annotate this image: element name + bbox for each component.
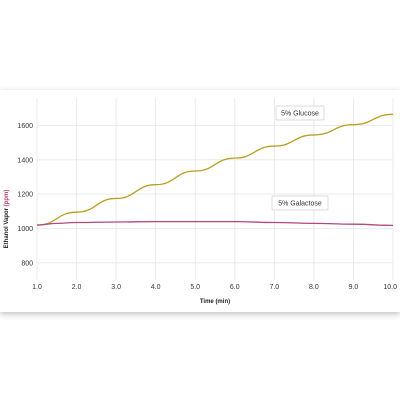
x-tick-label: 2.0 xyxy=(72,284,82,291)
series-label-box: 5% Glucose xyxy=(275,105,325,121)
series-lines xyxy=(36,113,394,227)
x-tick-label: 5.0 xyxy=(190,284,200,291)
grid xyxy=(36,98,394,280)
y-tick-label: 800 xyxy=(21,260,33,267)
y-tick-label: 1200 xyxy=(17,192,33,199)
y-tick-label: 1400 xyxy=(17,157,33,164)
y-axis-title-unit: (ppm) xyxy=(4,190,10,208)
x-tick-label: 7.0 xyxy=(269,284,279,291)
series-label-box: 5% Galactose xyxy=(271,195,329,211)
chart-card: 800 1000 1200 1400 1600 1.0 2.0 3.0 4.0 5.0 6.0 7.… xyxy=(0,90,400,312)
y-tick-label: 1600 xyxy=(17,123,33,130)
x-tick-label: 1.0 xyxy=(32,284,42,291)
x-tick-label: 9.0 xyxy=(349,284,359,291)
series-labels: 5% Glucose 5% Galactose xyxy=(271,105,329,211)
label-box-frame xyxy=(275,105,325,121)
label-box-frame xyxy=(271,195,329,211)
y-axis-title-main: Ethanol Vapor xyxy=(4,207,10,248)
series-line-0 xyxy=(36,113,394,226)
x-tick-label: 8.0 xyxy=(309,284,319,291)
series-label-text: 5% Galactose xyxy=(278,201,322,208)
series-label-text: 5% Glucose xyxy=(281,111,319,118)
x-tick-label: 6.0 xyxy=(230,284,240,291)
x-tick-label: 10.0 xyxy=(383,284,397,291)
x-axis-ticks: 1.0 2.0 3.0 4.0 5.0 6.0 7.0 8.0 9.0 10.0 xyxy=(32,284,397,291)
line-chart: 800 1000 1200 1400 1600 1.0 2.0 3.0 4.0 5.0 6.0 7.… xyxy=(4,98,397,305)
series-line-1 xyxy=(36,220,394,227)
x-axis-title: Time (min) xyxy=(200,299,230,305)
y-axis-title: Ethanol Vapor (ppm) xyxy=(4,190,10,249)
y-axis-ticks: 800 1000 1200 1400 1600 xyxy=(17,123,33,267)
x-tick-label: 3.0 xyxy=(111,284,121,291)
x-tick-label: 4.0 xyxy=(151,284,161,291)
y-tick-label: 1000 xyxy=(17,226,33,233)
